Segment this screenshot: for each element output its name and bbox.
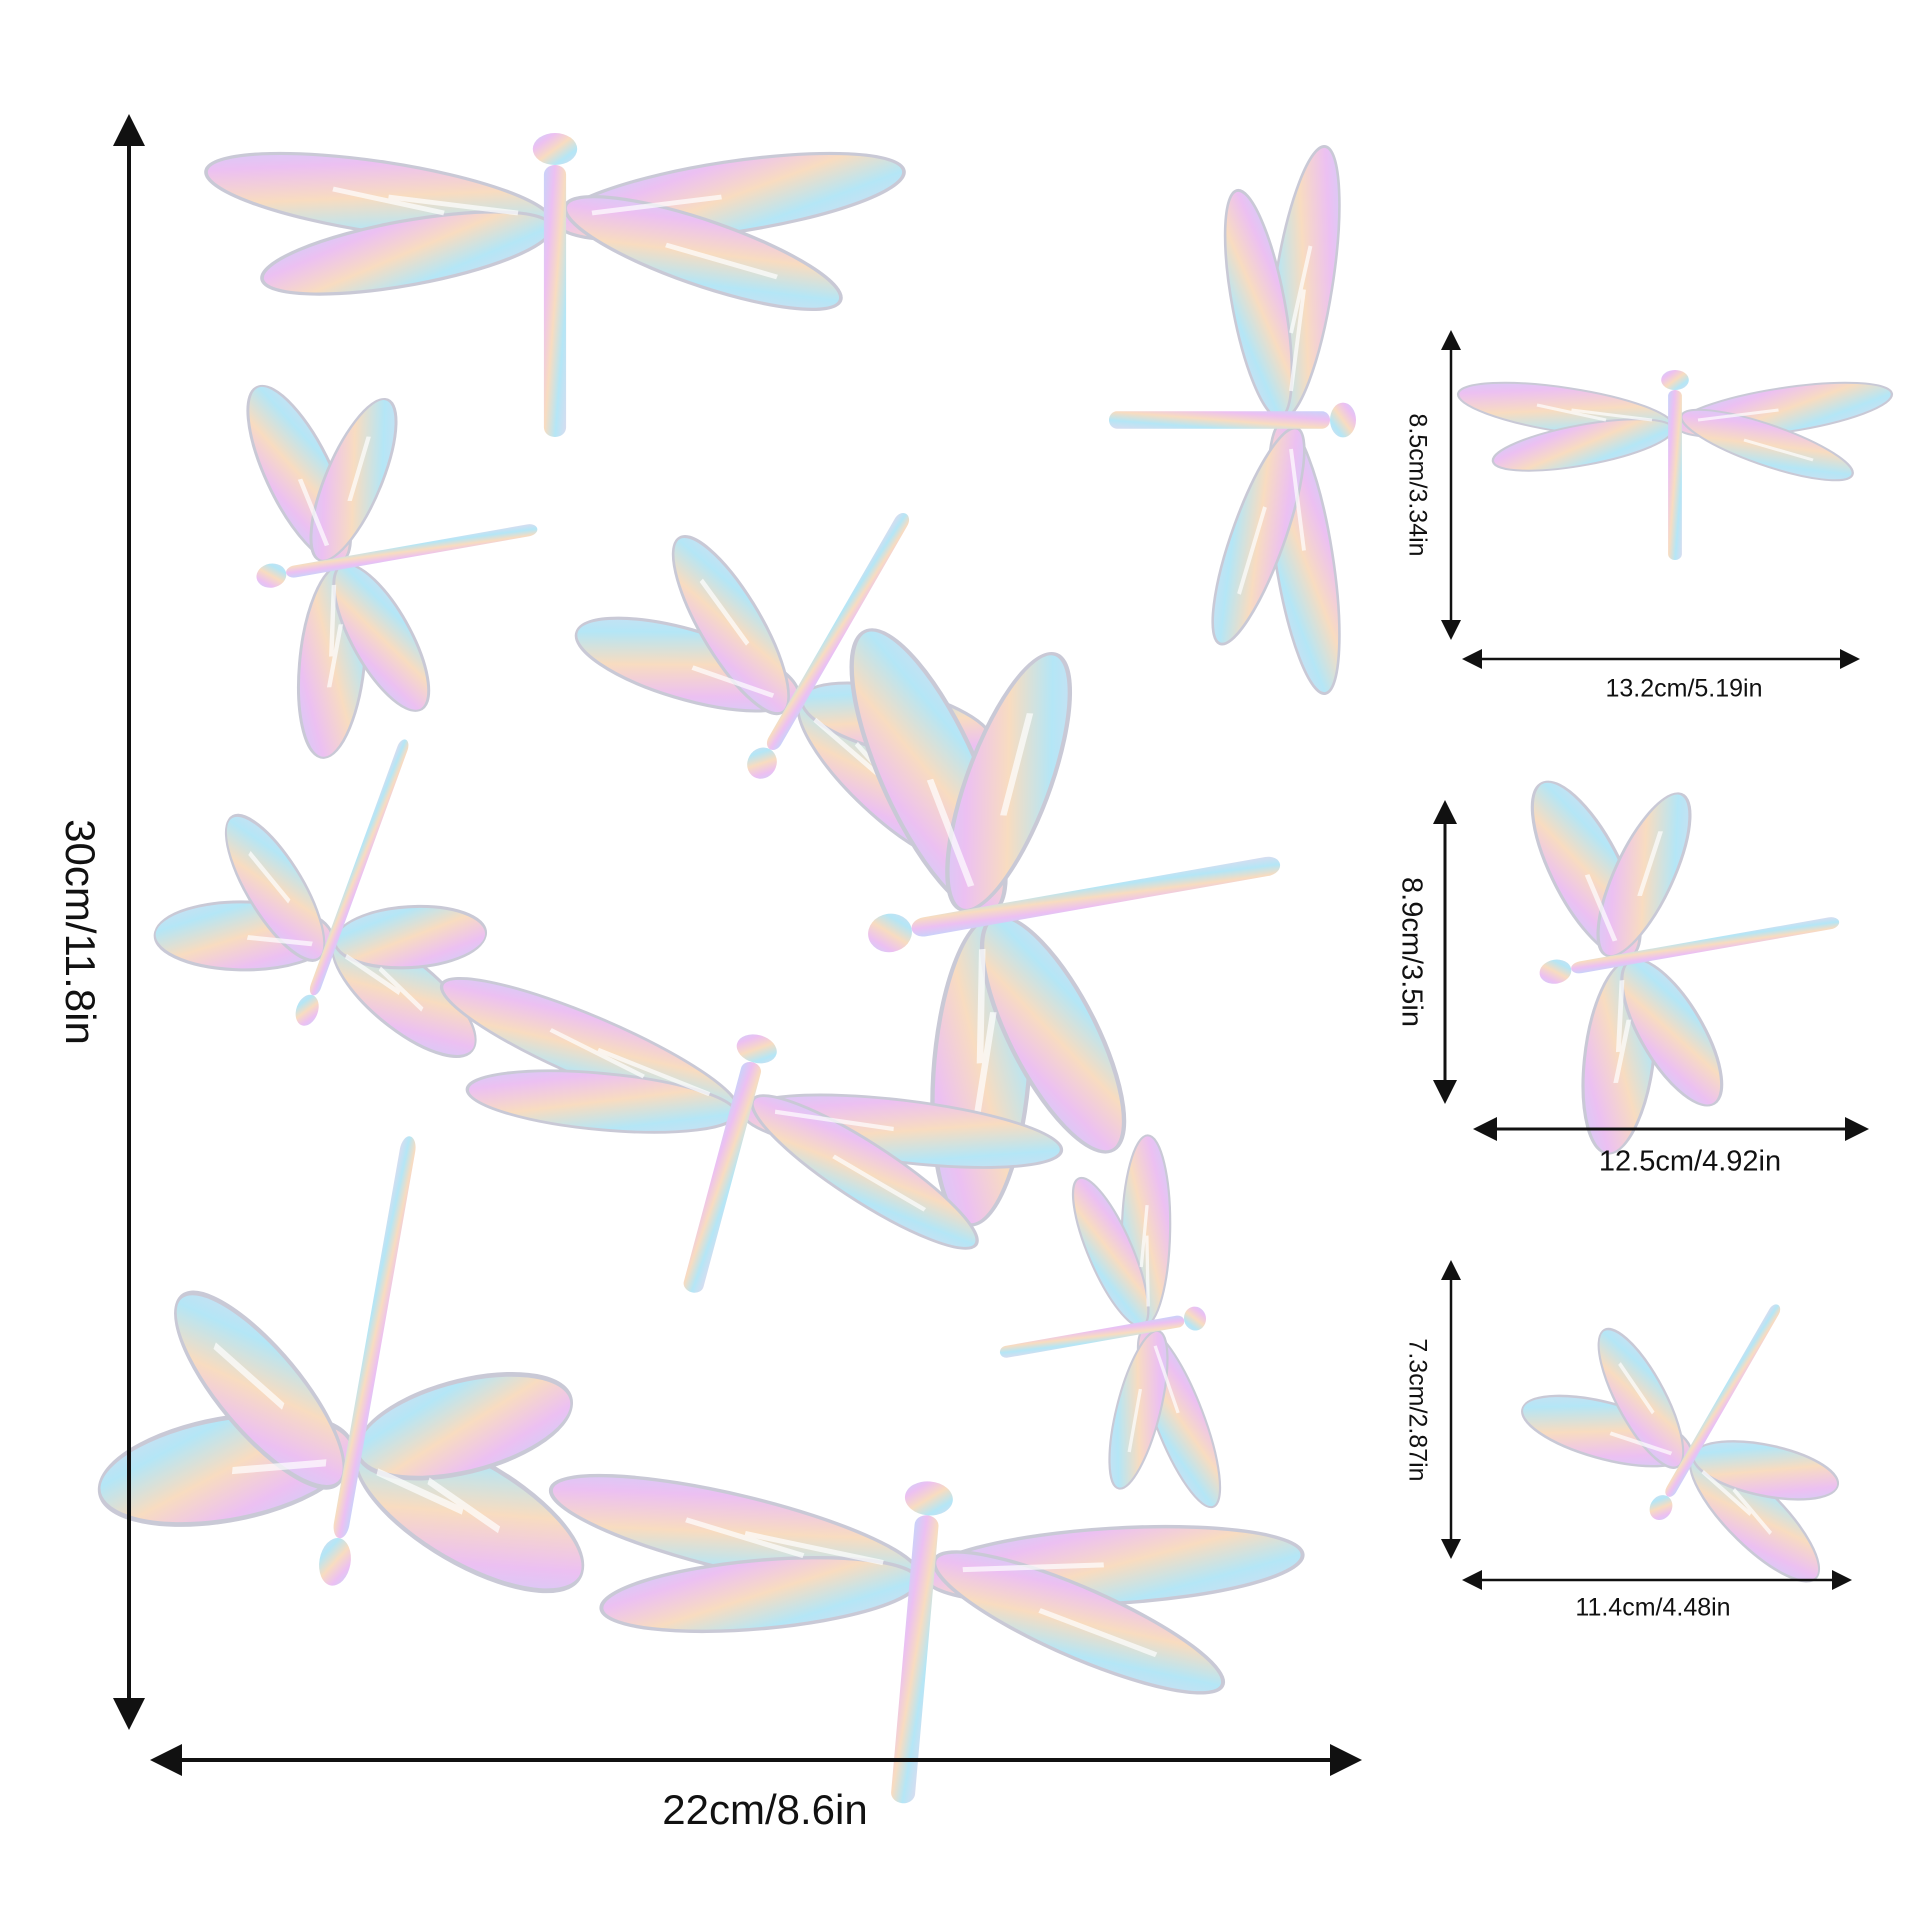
dragonfly-sticker-small bbox=[1502, 1216, 1920, 1608]
dragonfly-sticker bbox=[964, 1125, 1241, 1545]
dragonfly-sticker-large bbox=[1452, 368, 1898, 562]
sticker2-width-label: 12.5cm/4.92in bbox=[1598, 1145, 1782, 1178]
sticker1-height-label: 8.5cm/3.34in bbox=[1403, 413, 1432, 557]
dragonfly-sticker bbox=[223, 339, 570, 767]
sheet-height-label: 30cm/11.8in bbox=[57, 819, 104, 1045]
sticker1-width-label: 13.2cm/5.19in bbox=[1605, 674, 1763, 703]
dragonfly-sticker-medium bbox=[1506, 732, 1872, 1164]
sheet-width-label: 22cm/8.6in bbox=[662, 1786, 868, 1833]
dragonfly-sticker bbox=[519, 1448, 1314, 1837]
dragonfly-sticker bbox=[199, 133, 911, 437]
sticker3-height-label: 7.3cm/2.87in bbox=[1403, 1338, 1432, 1482]
sticker2-height-label: 8.9cm/3.5in bbox=[1395, 877, 1428, 1027]
sticker3-width-label: 11.4cm/4.48in bbox=[1575, 1593, 1731, 1622]
dragonfly-sticker bbox=[85, 1093, 657, 1629]
dragonfly-sticker bbox=[1109, 141, 1356, 699]
